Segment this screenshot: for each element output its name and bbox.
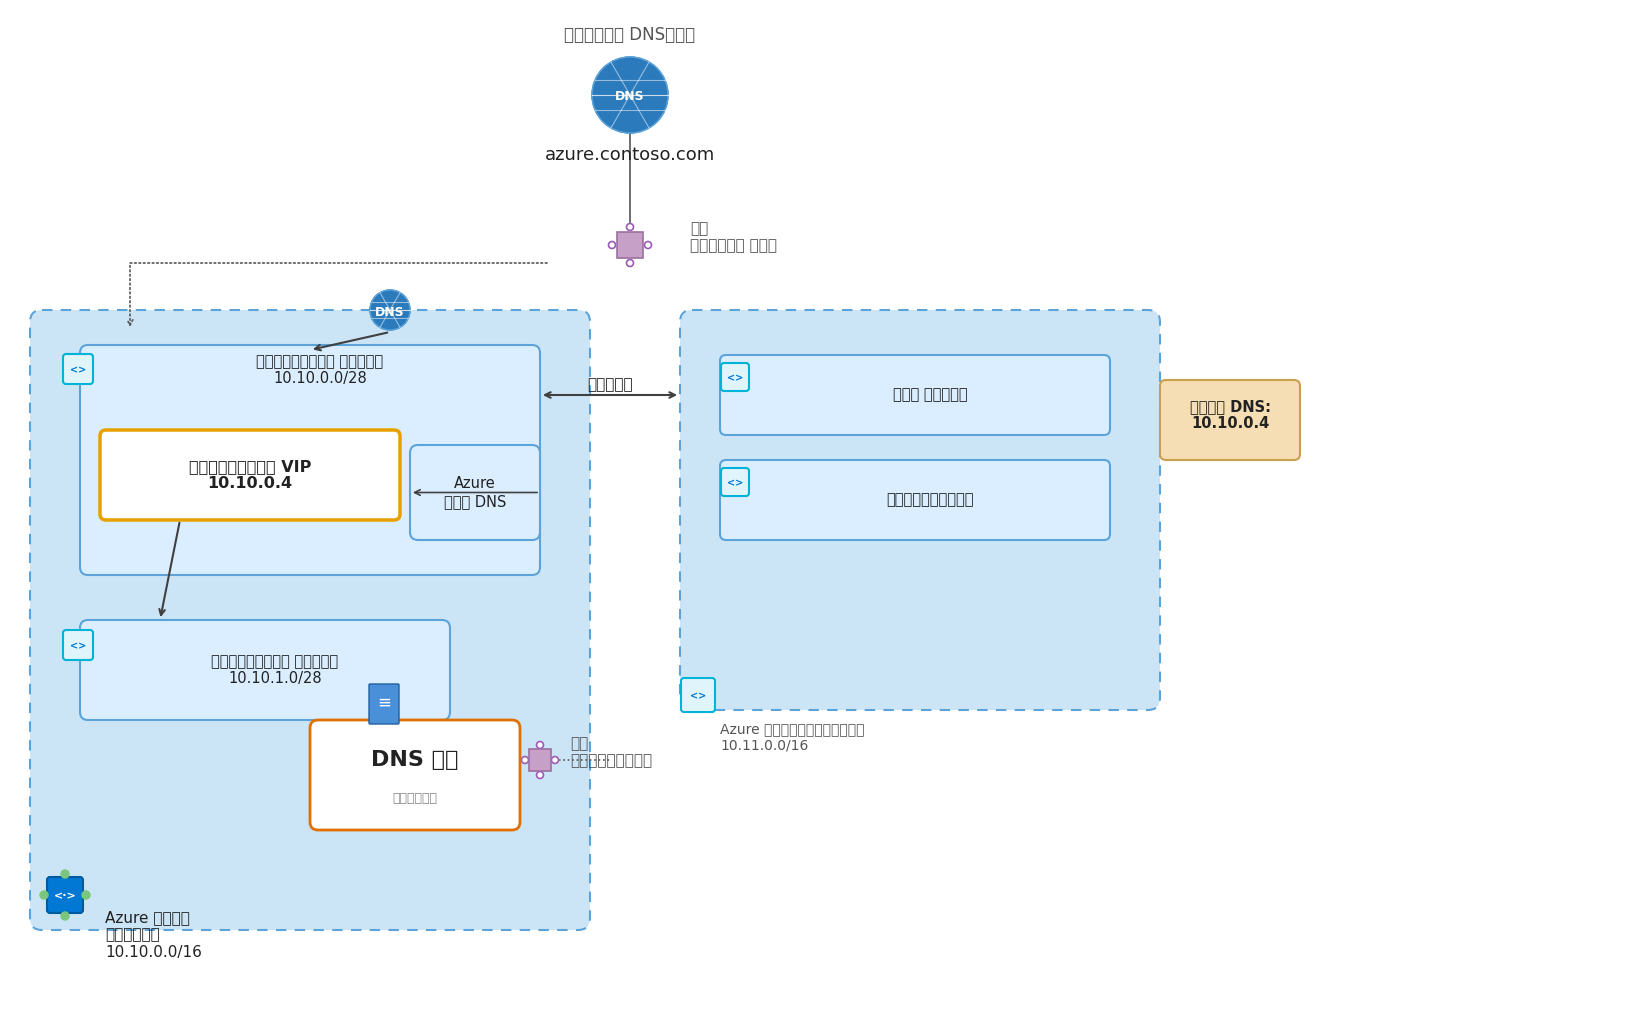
Text: アプリ サブネット: アプリ サブネット: [893, 388, 967, 402]
Text: ピアリング: ピアリング: [587, 377, 632, 393]
Text: DNS 転送: DNS 転送: [372, 750, 458, 770]
FancyBboxPatch shape: [99, 430, 399, 520]
FancyBboxPatch shape: [720, 460, 1110, 540]
Circle shape: [82, 891, 90, 899]
Text: 送信エンドポイント サブネット
10.10.1.0/28: 送信エンドポイント サブネット 10.10.1.0/28: [212, 654, 339, 686]
Text: <>: <>: [70, 365, 86, 375]
Text: Azure スポーク仰想ネットワーク
10.11.0.0/16: Azure スポーク仰想ネットワーク 10.11.0.0/16: [720, 722, 864, 752]
Circle shape: [60, 870, 68, 878]
FancyBboxPatch shape: [80, 345, 540, 575]
Circle shape: [644, 241, 652, 249]
FancyBboxPatch shape: [680, 310, 1161, 710]
FancyBboxPatch shape: [64, 354, 93, 384]
Circle shape: [536, 742, 543, 749]
Circle shape: [41, 891, 47, 899]
FancyBboxPatch shape: [80, 620, 450, 720]
Circle shape: [626, 223, 634, 230]
Text: Azure ハブ仰想
ネットワーク
10.10.0.0/16: Azure ハブ仰想 ネットワーク 10.10.0.0/16: [104, 910, 202, 960]
Text: プライベート DNSゾーン: プライベート DNSゾーン: [564, 26, 696, 44]
Circle shape: [536, 771, 543, 779]
Text: <>: <>: [727, 478, 743, 488]
Text: 仰想
ネットワークリンク: 仰想 ネットワークリンク: [570, 736, 652, 768]
FancyBboxPatch shape: [310, 720, 520, 830]
FancyBboxPatch shape: [368, 684, 399, 724]
Text: <>: <>: [689, 691, 706, 701]
Circle shape: [626, 260, 634, 267]
Circle shape: [592, 57, 668, 133]
Text: カスタム DNS:
10.10.0.4: カスタム DNS: 10.10.0.4: [1190, 399, 1270, 432]
Text: <·>: <·>: [54, 891, 77, 901]
FancyBboxPatch shape: [720, 363, 750, 391]
FancyBboxPatch shape: [1161, 380, 1301, 460]
Text: Azure
提供の DNS: Azure 提供の DNS: [443, 477, 507, 508]
Text: 仰想
ネットワーク リンク: 仰想 ネットワーク リンク: [689, 221, 778, 254]
Text: ルールセット: ルールセット: [393, 792, 437, 804]
Text: 受信エンドポイント サブネット
10.10.0.0/28: 受信エンドポイント サブネット 10.10.0.0/28: [256, 354, 383, 387]
Text: 受信エンドポイント VIP
10.10.0.4: 受信エンドポイント VIP 10.10.0.4: [189, 458, 311, 491]
Text: DNS: DNS: [615, 90, 645, 103]
FancyBboxPatch shape: [411, 445, 540, 540]
FancyBboxPatch shape: [64, 630, 93, 660]
Circle shape: [551, 756, 559, 763]
FancyBboxPatch shape: [47, 877, 83, 913]
Text: ≡: ≡: [377, 694, 391, 712]
Circle shape: [60, 911, 68, 920]
Text: <>: <>: [727, 373, 743, 383]
Text: azure.contoso.com: azure.contoso.com: [544, 146, 716, 164]
Text: ビジネス層サブネット: ビジネス層サブネット: [887, 492, 973, 507]
Circle shape: [522, 756, 528, 763]
FancyBboxPatch shape: [29, 310, 590, 930]
Circle shape: [370, 290, 411, 330]
Text: <>: <>: [70, 641, 86, 651]
FancyBboxPatch shape: [681, 678, 716, 712]
FancyBboxPatch shape: [720, 355, 1110, 435]
Text: DNS: DNS: [375, 306, 404, 318]
FancyBboxPatch shape: [720, 468, 750, 496]
Circle shape: [608, 241, 616, 249]
